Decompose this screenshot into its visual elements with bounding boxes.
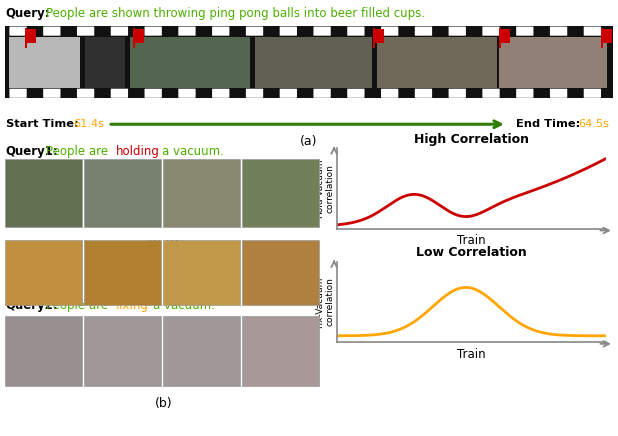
Text: (b): (b) xyxy=(155,397,172,410)
Bar xyxy=(242,159,319,227)
Text: People are: People are xyxy=(46,299,108,312)
FancyBboxPatch shape xyxy=(246,27,263,36)
Text: Query:: Query: xyxy=(5,7,49,20)
FancyBboxPatch shape xyxy=(516,89,533,98)
Text: (a): (a) xyxy=(300,135,318,148)
FancyBboxPatch shape xyxy=(415,27,432,36)
FancyBboxPatch shape xyxy=(584,27,601,36)
Bar xyxy=(130,37,250,88)
Bar xyxy=(84,240,161,305)
Bar xyxy=(242,316,319,386)
FancyBboxPatch shape xyxy=(449,27,466,36)
Text: a vacuum.: a vacuum. xyxy=(162,145,224,158)
FancyBboxPatch shape xyxy=(111,27,128,36)
Bar xyxy=(5,26,613,98)
FancyBboxPatch shape xyxy=(313,89,331,98)
Bar xyxy=(133,27,135,48)
FancyBboxPatch shape xyxy=(145,89,162,98)
Text: holding: holding xyxy=(116,145,160,158)
FancyBboxPatch shape xyxy=(77,89,95,98)
FancyBboxPatch shape xyxy=(313,27,331,36)
FancyBboxPatch shape xyxy=(111,89,128,98)
Bar xyxy=(242,240,319,305)
Title: Low Correlation: Low Correlation xyxy=(416,246,527,259)
Bar xyxy=(5,240,82,305)
Bar xyxy=(163,316,240,386)
Bar xyxy=(9,37,80,88)
Bar xyxy=(255,37,372,88)
FancyBboxPatch shape xyxy=(212,27,229,36)
Bar xyxy=(601,27,603,48)
Bar xyxy=(25,27,27,48)
Title: High Correlation: High Correlation xyxy=(413,133,529,146)
Bar xyxy=(163,240,240,305)
Text: Start Time:: Start Time: xyxy=(6,119,79,129)
FancyBboxPatch shape xyxy=(347,27,365,36)
Text: fixing: fixing xyxy=(116,299,149,312)
FancyBboxPatch shape xyxy=(381,89,399,98)
FancyBboxPatch shape xyxy=(550,89,567,98)
Y-axis label: Fix-Vacuum
correlation: Fix-Vacuum correlation xyxy=(315,276,334,327)
Bar xyxy=(25,29,36,44)
Text: Query2:: Query2: xyxy=(5,299,57,312)
Bar xyxy=(133,29,144,44)
FancyBboxPatch shape xyxy=(9,89,27,98)
Bar xyxy=(373,27,375,48)
Bar xyxy=(499,37,607,88)
FancyBboxPatch shape xyxy=(483,89,500,98)
FancyBboxPatch shape xyxy=(179,27,196,36)
Bar xyxy=(85,37,125,88)
FancyBboxPatch shape xyxy=(43,89,61,98)
Bar xyxy=(499,29,510,44)
FancyBboxPatch shape xyxy=(550,27,567,36)
Bar xyxy=(84,159,161,227)
FancyBboxPatch shape xyxy=(9,27,27,36)
FancyBboxPatch shape xyxy=(483,27,500,36)
FancyBboxPatch shape xyxy=(246,89,263,98)
Bar xyxy=(499,27,501,48)
Text: 64.5s: 64.5s xyxy=(578,119,609,129)
Text: People are shown throwing ping pong balls into beer filled cups.: People are shown throwing ping pong ball… xyxy=(46,7,425,20)
FancyBboxPatch shape xyxy=(280,27,297,36)
FancyBboxPatch shape xyxy=(347,89,365,98)
Text: People are: People are xyxy=(46,145,108,158)
Bar xyxy=(5,316,82,386)
Bar xyxy=(373,29,384,44)
FancyBboxPatch shape xyxy=(584,89,601,98)
FancyBboxPatch shape xyxy=(77,27,95,36)
Bar xyxy=(84,316,161,386)
FancyBboxPatch shape xyxy=(280,89,297,98)
FancyBboxPatch shape xyxy=(212,89,229,98)
FancyBboxPatch shape xyxy=(415,89,432,98)
Text: a vacuum.: a vacuum. xyxy=(153,299,215,312)
Text: Query1:: Query1: xyxy=(5,145,57,158)
Bar xyxy=(5,159,82,227)
FancyBboxPatch shape xyxy=(381,27,399,36)
Text: ... ...: ... ... xyxy=(148,231,179,245)
FancyBboxPatch shape xyxy=(43,27,61,36)
Bar xyxy=(601,29,612,44)
Bar xyxy=(163,159,240,227)
X-axis label: Train: Train xyxy=(457,348,486,361)
FancyBboxPatch shape xyxy=(516,27,533,36)
X-axis label: Train: Train xyxy=(457,235,486,248)
FancyBboxPatch shape xyxy=(449,89,466,98)
Bar xyxy=(377,37,497,88)
Y-axis label: Hold-Vacuum
correlation: Hold-Vacuum correlation xyxy=(315,159,334,218)
FancyBboxPatch shape xyxy=(179,89,196,98)
Text: End Time:: End Time: xyxy=(516,119,580,129)
Text: 61.4s: 61.4s xyxy=(73,119,104,129)
FancyBboxPatch shape xyxy=(145,27,162,36)
